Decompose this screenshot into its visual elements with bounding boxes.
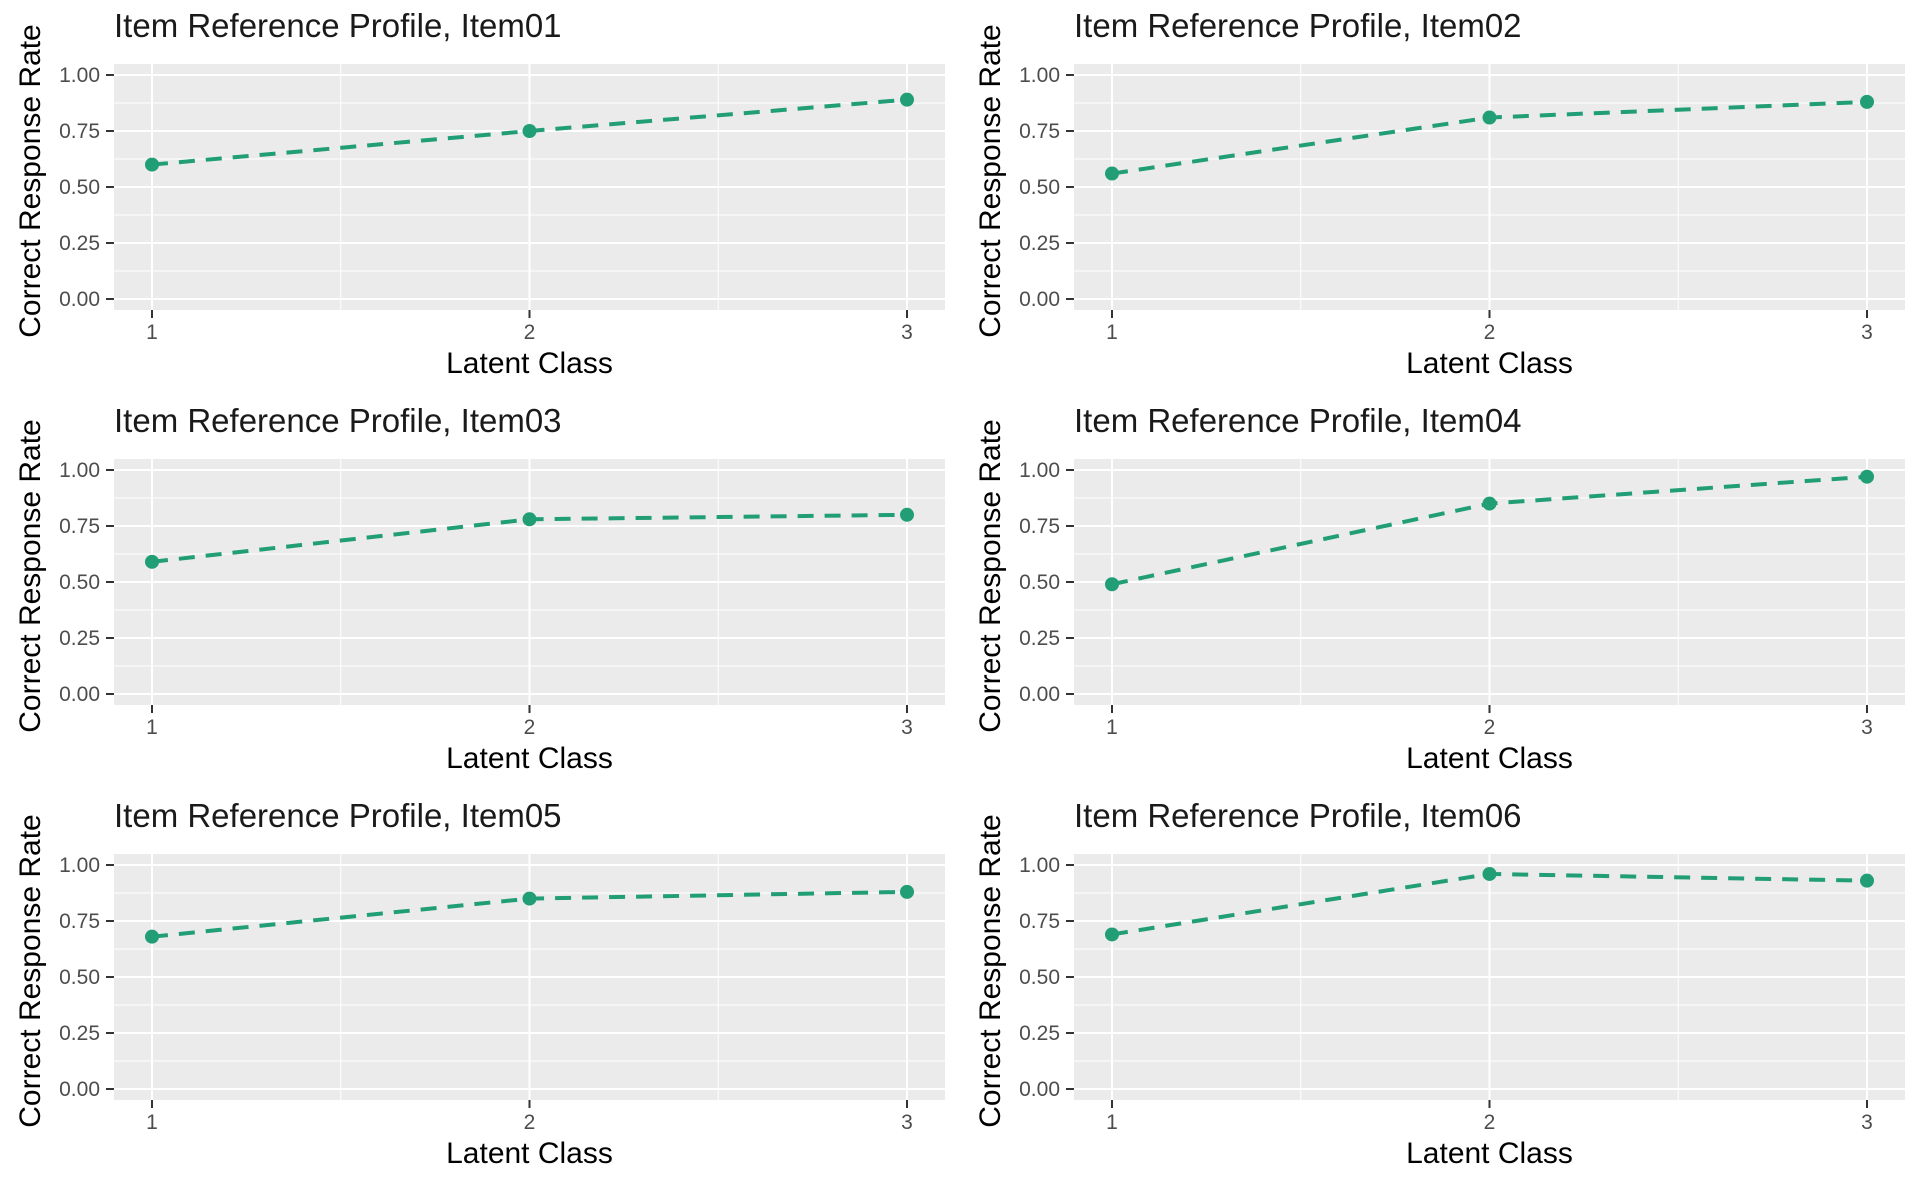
y-tick-label: 0.00 <box>1019 288 1060 311</box>
y-axis-title: Correct Response Rate <box>974 24 1007 337</box>
data-point <box>522 891 537 906</box>
y-tick-label: 1.00 <box>59 459 100 482</box>
data-point <box>1482 110 1497 125</box>
y-tick-label: 0.75 <box>59 515 100 538</box>
y-tick-label: 0.75 <box>59 120 100 143</box>
x-tick-label: 1 <box>1106 1111 1118 1134</box>
x-axis-title: Latent Class <box>446 742 613 775</box>
x-tick-label: 2 <box>1484 1111 1496 1134</box>
x-tick-label: 1 <box>146 716 158 739</box>
x-axis-title: Latent Class <box>1406 347 1573 380</box>
item-reference-profile-chart: 0.00 0.25 0.50 0.75 1.00 1 2 3 Latent Class Corre… <box>974 797 1905 1170</box>
data-point <box>145 554 159 569</box>
y-tick-label: 0.50 <box>1019 966 1060 989</box>
x-tick-label: 2 <box>1484 716 1496 739</box>
y-axis-title: Correct Response Rate <box>14 814 47 1127</box>
x-tick-label: 1 <box>1106 716 1118 739</box>
data-point <box>900 884 914 899</box>
data-point <box>1860 469 1874 484</box>
x-axis-title: Latent Class <box>446 347 613 380</box>
data-point <box>1105 166 1119 181</box>
chart-cell-item04: 0.00 0.25 0.50 0.75 1.00 1 2 3 Latent Class Corre… <box>960 395 1920 790</box>
x-tick-label: 3 <box>1861 321 1873 344</box>
chart-title: Item Reference Profile, Item02 <box>1074 7 1522 44</box>
x-tick-label: 2 <box>1484 321 1496 344</box>
x-tick-label: 3 <box>901 716 913 739</box>
y-tick-label: 1.00 <box>59 64 100 87</box>
chart-cell-item06: 0.00 0.25 0.50 0.75 1.00 1 2 3 Latent Class Corre… <box>960 790 1920 1185</box>
y-tick-label: 0.00 <box>1019 1078 1060 1101</box>
y-tick-label: 0.00 <box>1019 683 1060 706</box>
y-tick-label: 0.00 <box>59 288 100 311</box>
chart-title: Item Reference Profile, Item03 <box>114 402 562 439</box>
chart-title: Item Reference Profile, Item06 <box>1074 797 1522 834</box>
x-axis-title: Latent Class <box>446 1137 613 1170</box>
item-reference-profile-chart: 0.00 0.25 0.50 0.75 1.00 1 2 3 Latent Class Corre… <box>14 7 945 380</box>
y-axis-title: Correct Response Rate <box>974 419 1007 732</box>
y-tick-label: 0.25 <box>1019 232 1060 255</box>
x-tick-label: 2 <box>524 716 536 739</box>
chart-cell-item02: 0.00 0.25 0.50 0.75 1.00 1 2 3 Latent Class Corre… <box>960 0 1920 395</box>
y-tick-label: 0.50 <box>59 571 100 594</box>
data-point <box>1482 866 1497 881</box>
y-tick-label: 1.00 <box>1019 459 1060 482</box>
y-axis-title: Correct Response Rate <box>14 419 47 732</box>
data-point <box>1860 94 1874 109</box>
data-point <box>1482 496 1497 511</box>
chart-cell-item05: 0.00 0.25 0.50 0.75 1.00 1 2 3 Latent Class Corre… <box>0 790 960 1185</box>
y-tick-label: 0.75 <box>1019 515 1060 538</box>
x-tick-label: 1 <box>146 1111 158 1134</box>
y-axis-title: Correct Response Rate <box>974 814 1007 1127</box>
data-point <box>145 157 159 172</box>
x-tick-label: 3 <box>901 1111 913 1134</box>
item-reference-profile-chart: 0.00 0.25 0.50 0.75 1.00 1 2 3 Latent Class Corre… <box>974 7 1905 380</box>
y-tick-label: 0.50 <box>59 966 100 989</box>
y-tick-label: 0.75 <box>1019 120 1060 143</box>
chart-cell-item03: 0.00 0.25 0.50 0.75 1.00 1 2 3 Latent Class Corre… <box>0 395 960 790</box>
data-point <box>1105 927 1119 942</box>
y-tick-label: 0.50 <box>1019 176 1060 199</box>
x-tick-label: 1 <box>146 321 158 344</box>
data-point <box>145 929 159 944</box>
y-tick-label: 1.00 <box>1019 64 1060 87</box>
y-tick-label: 0.50 <box>59 176 100 199</box>
item-reference-profile-chart: 0.00 0.25 0.50 0.75 1.00 1 2 3 Latent Class Corre… <box>974 402 1905 775</box>
x-axis-title: Latent Class <box>1406 1137 1573 1170</box>
x-tick-label: 3 <box>1861 1111 1873 1134</box>
x-tick-label: 3 <box>901 321 913 344</box>
chart-title: Item Reference Profile, Item05 <box>114 797 562 834</box>
data-point <box>522 512 537 527</box>
x-axis-title: Latent Class <box>1406 742 1573 775</box>
y-tick-label: 0.50 <box>1019 571 1060 594</box>
data-point <box>1860 873 1874 888</box>
item-reference-profile-chart: 0.00 0.25 0.50 0.75 1.00 1 2 3 Latent Class Corre… <box>14 402 945 775</box>
data-point <box>900 507 914 522</box>
y-tick-label: 0.00 <box>59 683 100 706</box>
x-tick-label: 1 <box>1106 321 1118 344</box>
y-tick-label: 1.00 <box>1019 854 1060 877</box>
data-point <box>900 92 914 107</box>
y-tick-label: 0.25 <box>59 232 100 255</box>
data-point <box>1105 577 1119 592</box>
chart-cell-item01: 0.00 0.25 0.50 0.75 1.00 1 2 3 Latent Class Corre… <box>0 0 960 395</box>
chart-title: Item Reference Profile, Item04 <box>1074 402 1522 439</box>
y-tick-label: 0.00 <box>59 1078 100 1101</box>
chart-title: Item Reference Profile, Item01 <box>114 7 562 44</box>
y-tick-label: 1.00 <box>59 854 100 877</box>
data-point <box>522 124 537 138</box>
y-tick-label: 0.75 <box>59 910 100 933</box>
x-tick-label: 3 <box>1861 716 1873 739</box>
item-reference-profile-chart: 0.00 0.25 0.50 0.75 1.00 1 2 3 Latent Class Corre… <box>14 797 945 1170</box>
x-tick-label: 2 <box>524 1111 536 1134</box>
x-tick-label: 2 <box>524 321 536 344</box>
y-tick-label: 0.25 <box>59 627 100 650</box>
y-tick-label: 0.75 <box>1019 910 1060 933</box>
y-axis-title: Correct Response Rate <box>14 24 47 337</box>
y-tick-label: 0.25 <box>1019 1022 1060 1045</box>
y-tick-label: 0.25 <box>59 1022 100 1045</box>
y-tick-label: 0.25 <box>1019 627 1060 650</box>
